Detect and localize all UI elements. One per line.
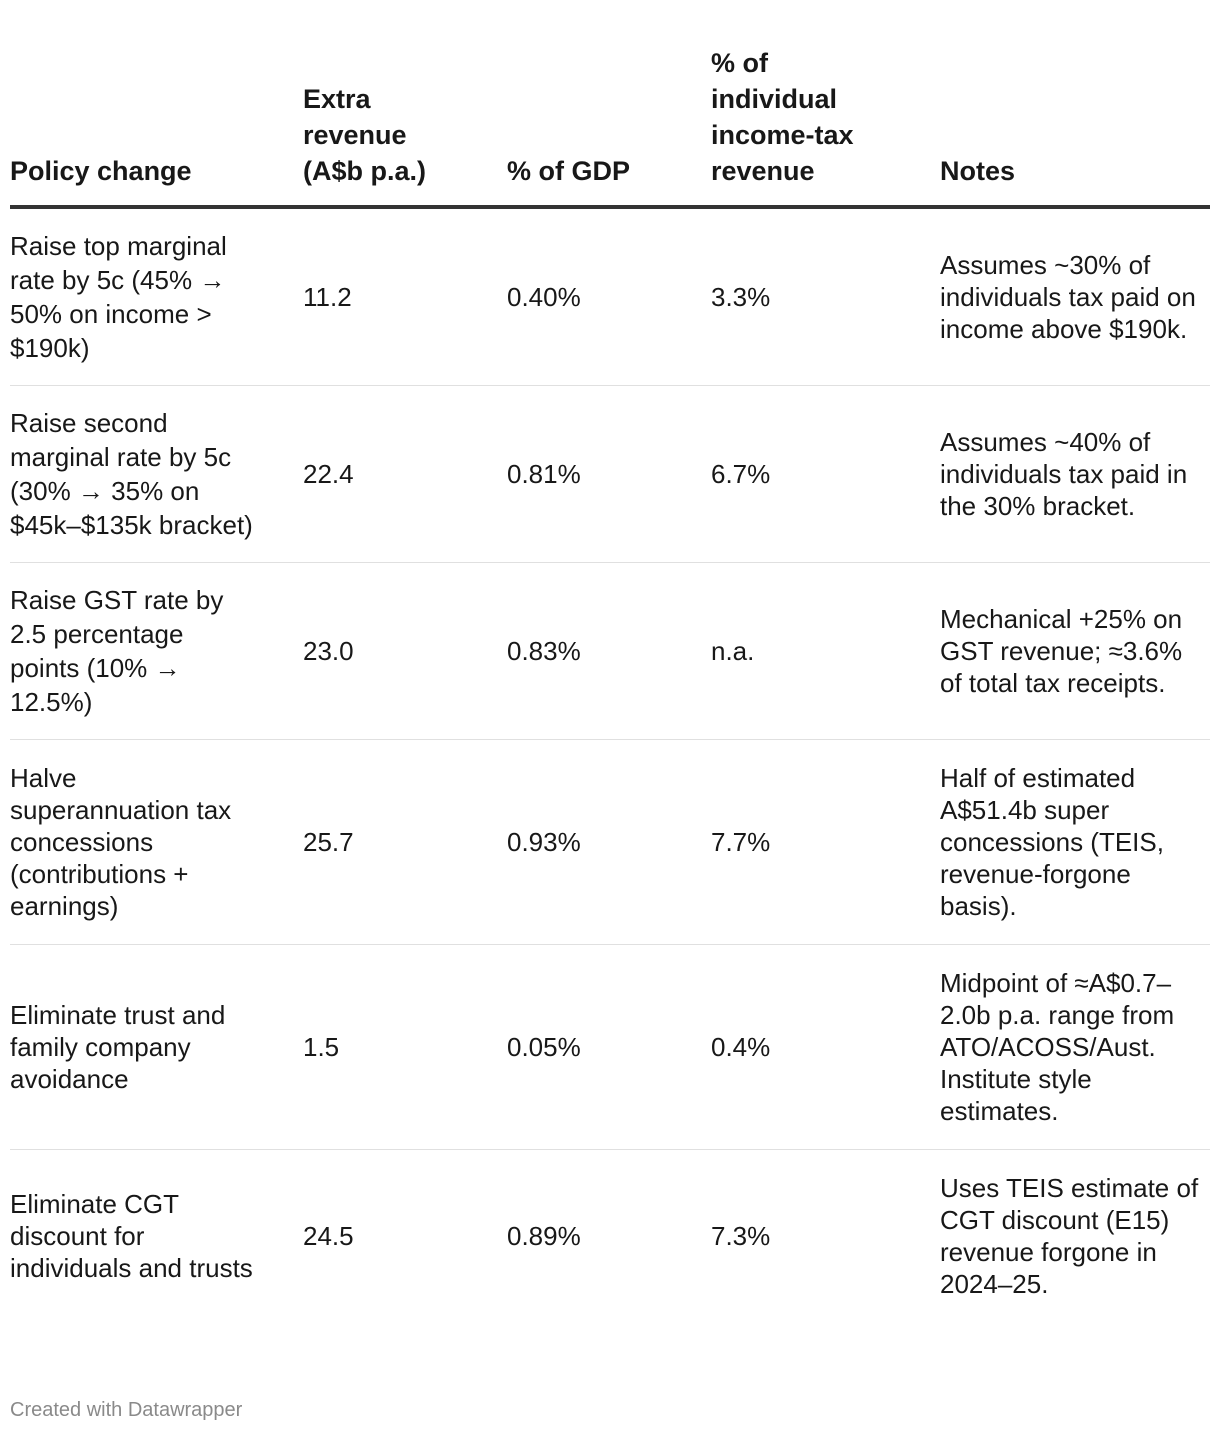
cell-revenue: 25.7 xyxy=(303,739,507,945)
cell-notes: Midpoint of ≈A$0.7–2.0b p.a. range from … xyxy=(940,944,1210,1150)
table-header: Policy change Extra revenue (A$b p.a.) %… xyxy=(10,40,1210,209)
header-extra-revenue[interactable]: Extra revenue (A$b p.a.) xyxy=(303,40,507,209)
cell-revenue: 11.2 xyxy=(303,207,507,386)
cell-income-tax-share: 7.7% xyxy=(711,739,940,945)
cell-income-tax-share: n.a. xyxy=(711,562,940,740)
cell-gdp: 0.40% xyxy=(507,207,711,386)
datawrapper-credit-link[interactable]: Created with Datawrapper xyxy=(10,1399,243,1421)
table-row: Halve superannuation tax concessions (co… xyxy=(10,739,1210,945)
cell-income-tax-share: 3.3% xyxy=(711,207,940,386)
table-row: Raise second marginal rate by 5c (30% → … xyxy=(10,385,1210,563)
cell-income-tax-share: 0.4% xyxy=(711,944,940,1150)
cell-notes: Half of estimated A$51.4b super concessi… xyxy=(940,739,1210,945)
cell-gdp: 0.05% xyxy=(507,944,711,1150)
policy-revenue-table-container: Policy change Extra revenue (A$b p.a.) %… xyxy=(10,40,1210,1322)
cell-policy: Raise second marginal rate by 5c (30% → … xyxy=(10,385,303,563)
cell-policy: Raise top marginal rate by 5c (45% → 50%… xyxy=(10,207,303,386)
header-pct-income-tax[interactable]: % of individual income-tax revenue xyxy=(711,40,940,209)
cell-policy: Eliminate CGT discount for individuals a… xyxy=(10,1189,253,1283)
cell-gdp: 0.93% xyxy=(507,739,711,945)
header-policy-change[interactable]: Policy change xyxy=(10,40,303,209)
cell-gdp: 0.81% xyxy=(507,385,711,563)
cell-income-tax-share: 6.7% xyxy=(711,385,940,563)
header-pct-gdp[interactable]: % of GDP xyxy=(507,40,711,209)
table-body: Raise top marginal rate by 5c (45% → 50%… xyxy=(10,207,1210,1322)
cell-revenue: 23.0 xyxy=(303,562,507,740)
cell-gdp: 0.83% xyxy=(507,562,711,740)
cell-notes: Assumes ~30% of individuals tax paid on … xyxy=(940,207,1210,386)
cell-revenue: 1.5 xyxy=(303,944,507,1150)
table-row: Eliminate trust and family company avoid… xyxy=(10,944,1210,1150)
cell-revenue: 24.5 xyxy=(303,1221,354,1251)
cell-revenue: 22.4 xyxy=(303,385,507,563)
cell-gdp: 0.89% xyxy=(507,1221,581,1251)
cell-notes: Uses TEIS estimate of CGT discount (E15)… xyxy=(940,1173,1199,1299)
table-row: Raise top marginal rate by 5c (45% → 50%… xyxy=(10,207,1210,386)
cell-policy: Eliminate trust and family company avoid… xyxy=(10,944,303,1150)
table-row: Raise GST rate by 2.5 percentage points … xyxy=(10,562,1210,740)
header-row: Policy change Extra revenue (A$b p.a.) %… xyxy=(10,40,1210,209)
cell-income-tax-share: 7.3% xyxy=(711,1221,771,1251)
header-notes[interactable]: Notes xyxy=(940,40,1210,209)
cell-policy: Halve superannuation tax concessions (co… xyxy=(10,739,303,945)
table-row: Eliminate CGT discount for individuals a… xyxy=(10,1150,1210,1323)
policy-revenue-table: Policy change Extra revenue (A$b p.a.) %… xyxy=(10,40,1210,1322)
cell-notes: Mechanical +25% on GST revenue; ≈3.6% of… xyxy=(940,562,1210,740)
cell-notes: Assumes ~40% of individuals tax paid in … xyxy=(940,385,1210,563)
cell-policy: Raise GST rate by 2.5 percentage points … xyxy=(10,562,303,740)
